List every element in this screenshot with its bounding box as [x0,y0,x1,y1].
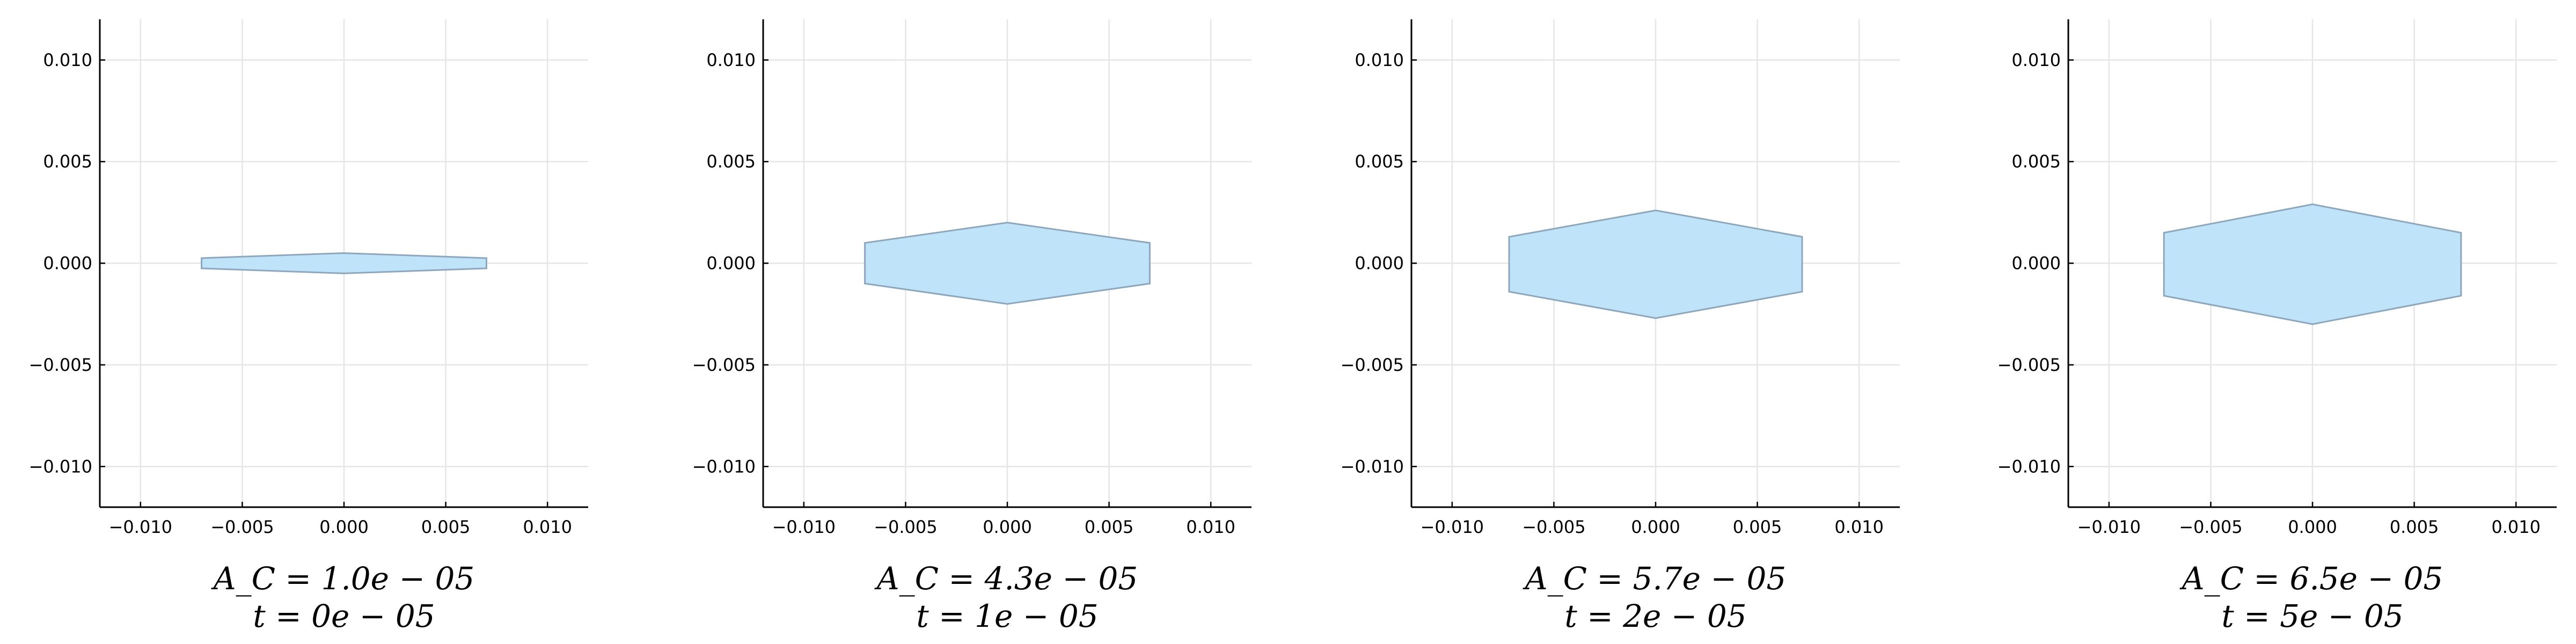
subplot-4: −0.010 −0.005 0.000 0.005 0.010 −0.010 −0.005 0… [1997,19,2557,634]
subplot-2: −0.010 −0.005 0.000 0.005 0.010 −0.010 −0.005 0… [692,19,1252,634]
x-tick-label: −0.010 [772,517,836,537]
y-tick-label: 0.010 [43,50,92,70]
y-tick-label: 0.005 [706,151,756,172]
y-tick-label: −0.005 [1997,355,2061,375]
y-tick-label: −0.010 [1997,456,2061,477]
y-tick-label: 0.010 [706,50,756,70]
x-tick-label: 0.000 [319,517,369,537]
caption-time-label: t = 2e − 05 [1564,598,1746,634]
subplot-3: −0.010 −0.005 0.000 0.005 0.010 −0.010 −0.005 0… [1341,19,1900,634]
shape-polygon [201,252,487,274]
x-tick-label: −0.005 [210,517,274,537]
x-tick-label: 0.010 [523,517,572,537]
y-tick-label: 0.010 [1355,50,1404,70]
x-tick-label: −0.005 [2179,517,2242,537]
y-tick-label: 0.005 [2011,151,2061,172]
caption-time-label: t = 0e − 05 [253,598,435,634]
x-tick-label: −0.005 [1522,517,1585,537]
x-tick-label: 0.010 [2491,517,2541,537]
y-tick-label: −0.010 [692,456,756,477]
shape-polygon [1508,209,1803,319]
x-tick-label: −0.005 [874,517,937,537]
shape-polygon [864,222,1151,305]
caption-time-label: t = 5e − 05 [2221,598,2403,634]
y-tick-label: −0.005 [692,355,756,375]
y-tick-label: 0.000 [706,253,756,274]
x-tick-label: 0.000 [1631,517,1680,537]
caption-area-label: A_C = 5.7e − 05 [1523,560,1787,597]
shape-polygon [2163,203,2462,325]
y-tick-label: 0.005 [1355,151,1404,172]
subplot-1: −0.010 −0.005 0.000 0.005 0.010 −0.010 −0.005 0… [29,19,588,634]
x-tick-label: 0.010 [1834,517,1884,537]
x-tick-label: −0.010 [1421,517,1484,537]
x-tick-label: −0.010 [109,517,172,537]
caption-area-label: A_C = 1.0e − 05 [211,560,475,597]
y-tick-label: −0.005 [1341,355,1404,375]
x-tick-label: 0.000 [983,517,1032,537]
caption-time-label: t = 1e − 05 [916,598,1098,634]
y-tick-label: 0.000 [1355,253,1404,274]
y-tick-label: 0.000 [43,253,92,274]
x-tick-label: 0.005 [421,517,471,537]
x-tick-label: 0.005 [2390,517,2439,537]
x-tick-label: 0.000 [2288,517,2337,537]
caption-area-label: A_C = 6.5e − 05 [2179,560,2443,597]
y-tick-label: 0.005 [43,151,92,172]
y-tick-label: −0.010 [1341,456,1404,477]
x-tick-label: 0.010 [1186,517,1235,537]
y-tick-label: −0.005 [29,355,92,375]
y-tick-label: 0.000 [2011,253,2061,274]
y-tick-label: 0.010 [2011,50,2061,70]
x-tick-label: −0.010 [2077,517,2141,537]
caption-area-label: A_C = 4.3e − 05 [874,560,1138,597]
x-tick-label: 0.005 [1085,517,1134,537]
y-tick-label: −0.010 [29,456,92,477]
x-tick-label: 0.005 [1733,517,1782,537]
